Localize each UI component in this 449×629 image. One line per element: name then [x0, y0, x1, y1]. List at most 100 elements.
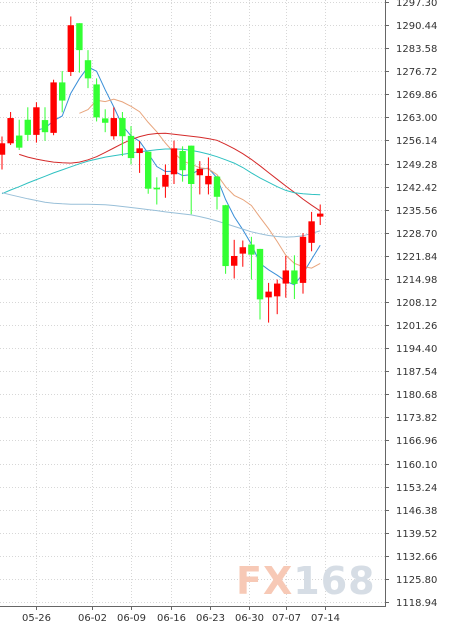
y-tick-label: 1125.80 — [396, 575, 437, 586]
candle — [127, 126, 135, 165]
candle-body — [7, 118, 14, 144]
candle — [179, 146, 186, 182]
y-tick-label: 1228.70 — [396, 229, 437, 240]
y-tick-label: 1146.38 — [396, 506, 437, 517]
moving-average-lines — [1, 66, 321, 286]
candle — [231, 239, 238, 279]
candle-body — [50, 82, 57, 133]
candle-body — [256, 248, 264, 300]
candle-body — [317, 213, 324, 217]
y-tick-label: 1297.30 — [396, 0, 437, 9]
candle — [102, 109, 109, 133]
y-tick-label: 1166.96 — [396, 436, 437, 447]
candle — [0, 136, 6, 170]
candle-body — [248, 244, 255, 255]
candle — [24, 107, 31, 141]
y-tick-label: 1269.86 — [396, 90, 437, 101]
fx168-watermark-logo: FX168 — [236, 562, 376, 600]
candle-body — [145, 151, 152, 189]
candle-body — [84, 60, 92, 79]
candle-body — [59, 82, 66, 101]
candle-body — [239, 247, 246, 254]
candle — [188, 145, 195, 215]
candle — [291, 255, 298, 300]
candle-body — [170, 148, 178, 175]
candle-body — [222, 205, 229, 267]
y-tick-label: 1214.98 — [396, 275, 437, 286]
candle-body — [67, 25, 74, 72]
ma-line-ma60 — [1, 192, 321, 238]
candle — [93, 78, 100, 122]
y-tick-label: 1283.58 — [396, 44, 437, 55]
candle — [282, 255, 289, 298]
candle-body — [0, 143, 6, 155]
y-tick-label: 1132.66 — [396, 552, 437, 563]
candle-body — [110, 118, 117, 137]
candle — [222, 204, 229, 274]
candle — [205, 157, 212, 195]
candle-body — [196, 168, 203, 176]
y-tick-label: 1194.40 — [396, 344, 437, 355]
candle — [153, 177, 160, 205]
candle-body — [41, 120, 49, 133]
y-tick-label: 1290.44 — [396, 21, 437, 32]
candle-body — [188, 145, 195, 184]
candle-body — [205, 175, 212, 185]
y-tick-label: 1221.84 — [396, 252, 437, 263]
candle — [7, 112, 14, 145]
x-tick-label: 05-26 — [22, 613, 51, 624]
candle — [308, 211, 315, 252]
candle — [256, 248, 264, 320]
candle-body — [265, 291, 272, 298]
candle — [136, 140, 143, 173]
candle-body — [33, 107, 40, 135]
y-tick-label: 1249.28 — [396, 160, 437, 171]
candle — [162, 164, 169, 198]
ma-line-ma20 — [19, 132, 321, 212]
candle-body — [274, 283, 281, 297]
candlesticks — [0, 16, 324, 323]
candle — [239, 240, 246, 267]
candle — [299, 233, 307, 294]
candle-body — [153, 187, 160, 190]
candle-body — [291, 270, 298, 284]
candle — [67, 16, 74, 77]
candle — [317, 204, 324, 226]
watermark-prefix: FX — [236, 559, 294, 603]
y-axis-ticks: 1297.30 1290.44 1283.58 1276.72 1269.86 1263.… — [385, 0, 437, 609]
y-tick-label: 1118.94 — [396, 598, 437, 609]
x-tick-label: 06-16 — [157, 613, 186, 624]
candle — [41, 107, 49, 141]
candle — [170, 140, 178, 184]
y-tick-label: 1139.52 — [396, 529, 437, 540]
x-tick-label: 06-09 — [117, 613, 146, 624]
y-tick-label: 1201.26 — [396, 321, 437, 332]
candle-body — [24, 119, 31, 135]
candle-body — [16, 135, 23, 148]
y-tick-label: 1208.12 — [396, 298, 437, 309]
y-tick-label: 1153.24 — [396, 483, 437, 494]
y-tick-label: 1235.56 — [396, 206, 437, 217]
y-tick-label: 1173.82 — [396, 413, 437, 424]
candle — [33, 102, 40, 143]
candle — [248, 236, 255, 280]
x-tick-label: 06-30 — [235, 613, 264, 624]
y-tick-label: 1160.10 — [396, 460, 437, 471]
candle — [145, 151, 152, 194]
candle-body — [308, 221, 315, 243]
candle-body — [119, 118, 126, 137]
candle-body — [299, 236, 307, 283]
x-tick-label: 06-02 — [78, 613, 107, 624]
candle-body — [213, 176, 221, 197]
candle — [119, 112, 126, 157]
candle — [50, 79, 57, 136]
candle — [76, 23, 83, 73]
candle — [196, 161, 203, 195]
candle-body — [93, 84, 100, 118]
candle-body — [136, 148, 143, 154]
candle — [110, 107, 117, 140]
watermark-suffix: 168 — [293, 559, 376, 603]
gridlines — [0, 0, 385, 606]
candle-body — [127, 135, 135, 159]
